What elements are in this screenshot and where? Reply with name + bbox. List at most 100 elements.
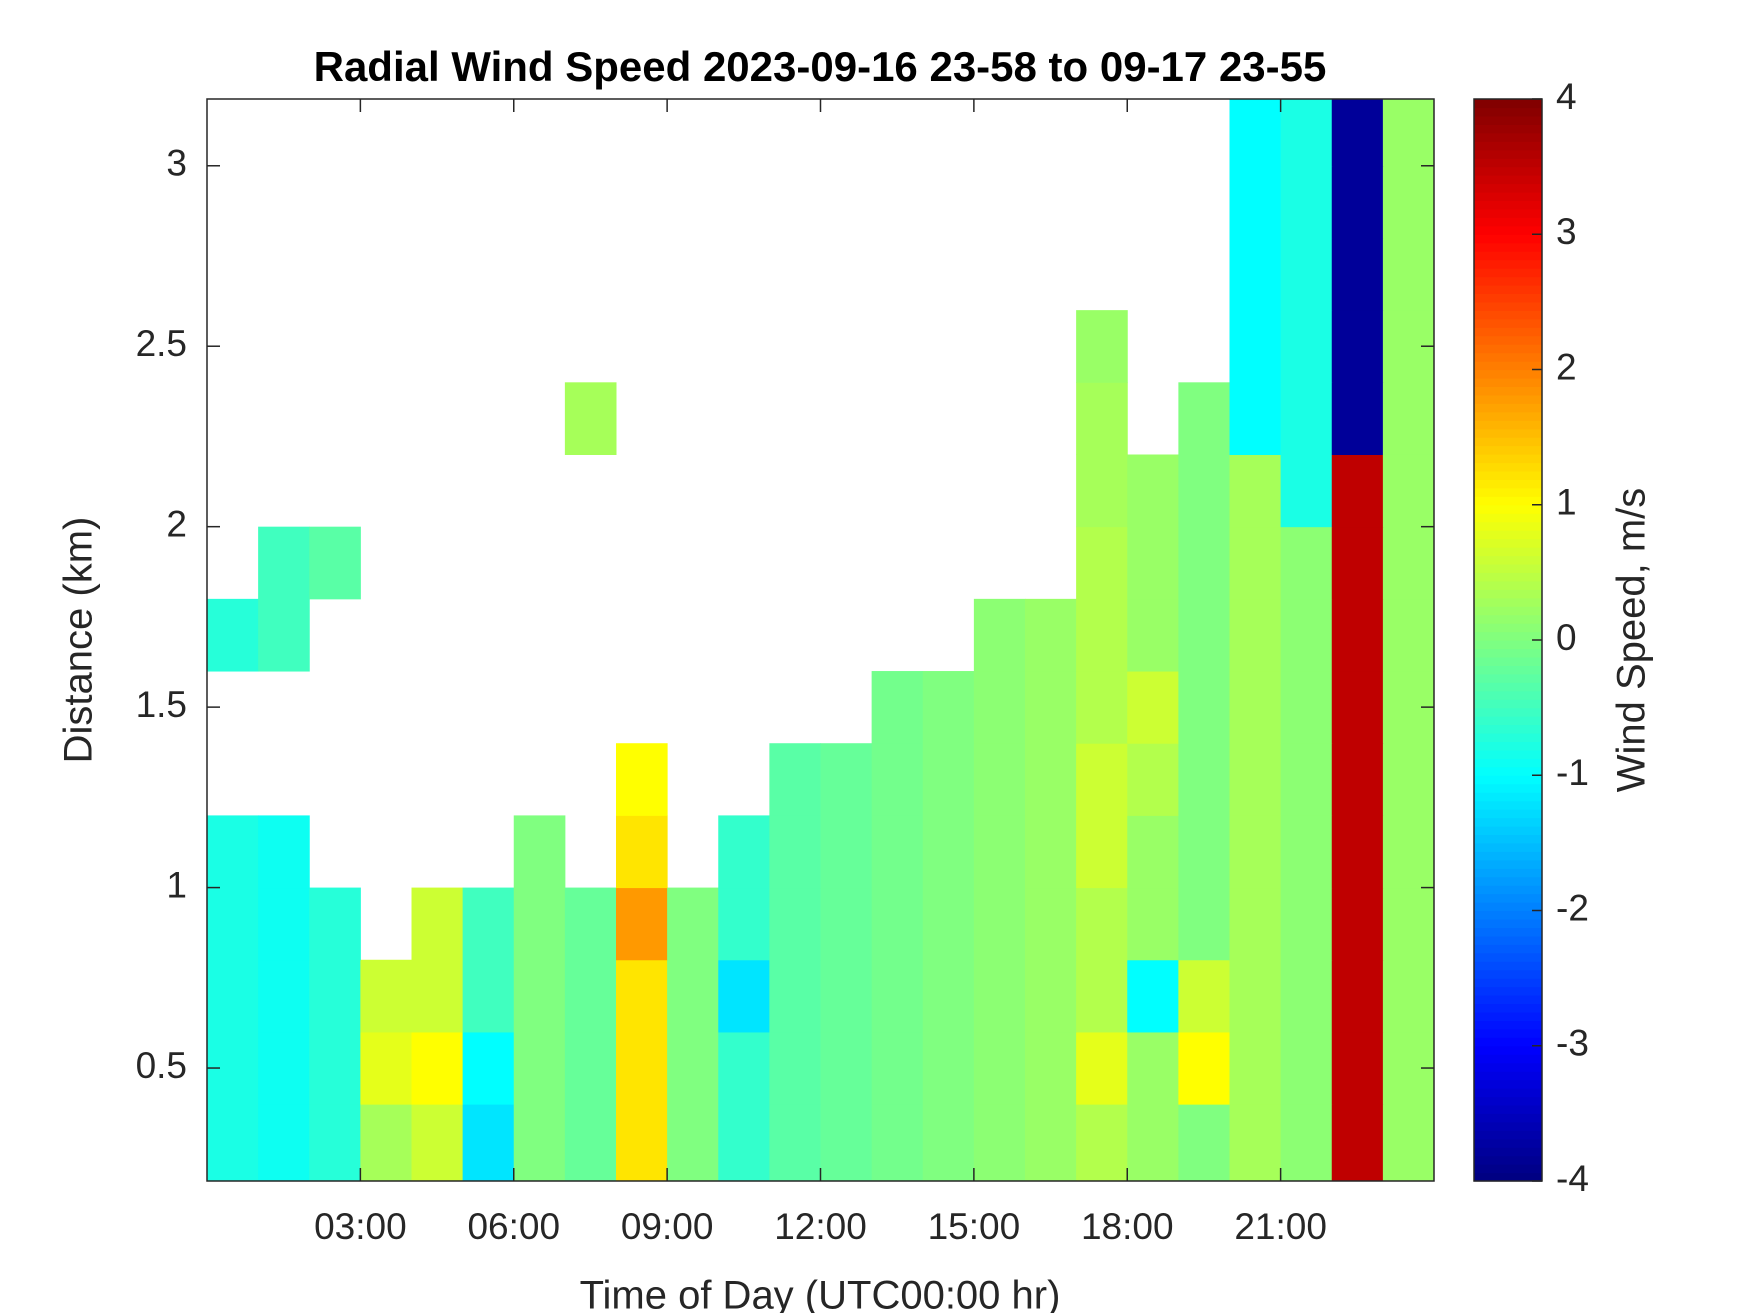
heatmap-cell [1025,959,1077,1033]
colorbar-swatch [1474,234,1542,244]
colorbar-swatch [1474,640,1542,650]
colorbar-swatch [1474,445,1542,455]
heatmap-cell [1382,165,1434,239]
colorbar-swatch [1474,825,1542,836]
heatmap-cell [564,887,617,961]
heatmap-cell [258,1031,310,1105]
heatmap-cell [1280,887,1333,961]
colorbar-swatch [1474,1037,1542,1047]
heatmap-cell [769,887,821,961]
heatmap-cell [1025,743,1077,816]
heatmap-cell [718,887,770,961]
colorbar-swatch [1474,749,1542,759]
heatmap-cell [360,959,412,1033]
colorbar-swatch [1474,115,1542,125]
colorbar-swatch [1474,935,1542,945]
colorbar-swatch [1474,437,1542,447]
heatmap-cell [1127,743,1179,816]
heatmap-cell [1076,671,1128,744]
heatmap-cell [1280,1031,1333,1105]
heatmap-cell [1382,526,1434,600]
colorbar-swatch [1474,885,1542,895]
heatmap-cell [1127,1031,1179,1105]
colorbar-swatch [1474,352,1542,362]
colorbar-swatch [1474,766,1542,776]
colorbar-swatch [1474,572,1542,582]
colorbar-tick-label: -2 [1556,887,1589,928]
heatmap-cell [1229,165,1282,239]
colorbar-swatch [1474,377,1542,388]
heatmap-cell [667,1104,719,1181]
heatmap-cell [871,671,924,744]
heatmap-cell [1331,598,1384,672]
heatmap-cell [922,959,975,1033]
x-tick-label: 03:00 [314,1206,407,1247]
colorbar-swatch [1474,191,1542,202]
heatmap-cell [1280,99,1333,167]
heatmap-cell [922,1031,975,1105]
colorbar-swatch [1474,758,1542,768]
x-tick-label: 06:00 [467,1206,560,1247]
heatmap-cell [973,1104,1026,1181]
heatmap-cell [1025,598,1077,672]
heatmap-cell [1025,671,1077,744]
heatmap-cell [1331,815,1384,889]
heatmap-cell [1331,1031,1384,1105]
heatmap-cell [973,598,1026,672]
colorbar-swatch [1474,952,1542,962]
heatmap-cell [1127,815,1179,889]
colorbar-swatch [1474,555,1542,565]
colorbar-swatch [1474,1104,1542,1114]
colorbar-swatch [1474,589,1542,599]
heatmap-cell [564,1104,617,1181]
heatmap-cell [462,887,515,961]
colorbar-swatch [1474,1147,1542,1157]
colorbar-swatch [1474,859,1542,869]
y-tick-label: 2.5 [136,323,187,364]
heatmap-cell [258,959,310,1033]
colorbar-swatch [1474,394,1542,404]
heatmap-cell [1382,1104,1434,1181]
heatmap-cell [1280,815,1333,889]
colorbar-swatch [1474,369,1542,379]
colorbar-swatch [1474,124,1542,134]
heatmap-cell [1280,743,1333,816]
heatmap-cell [1229,671,1282,744]
heatmap-cell [1229,526,1282,600]
heatmap-cell [769,1031,821,1105]
colorbar-swatch [1474,842,1542,852]
colorbar-swatch [1474,132,1542,142]
colorbar-swatch [1474,918,1542,929]
colorbar-swatch [1474,961,1542,971]
colorbar-swatch [1474,978,1542,988]
heatmap-cell [922,1104,975,1181]
heatmap-cell [1229,887,1282,961]
heatmap-cell [718,959,770,1033]
heatmap-cell [309,887,361,961]
colorbar-swatch [1474,504,1542,514]
heatmap-cell [1331,959,1384,1033]
colorbar-swatch [1474,690,1542,700]
colorbar-swatch [1474,1062,1542,1072]
heatmap-cell [1076,1104,1128,1181]
heatmap-cell [1331,887,1384,961]
heatmap-cell [973,887,1026,961]
heatmap-cell [616,743,668,816]
heatmap-cell [1178,671,1230,744]
colorbar-swatch [1474,470,1542,480]
heatmap-cell [360,1104,412,1181]
colorbar-swatch [1474,259,1542,269]
heatmap [207,99,1434,1181]
colorbar-swatch [1474,1045,1542,1055]
heatmap-cell [1229,454,1282,528]
colorbar-swatch [1474,800,1542,810]
colorbar-swatch [1474,741,1542,751]
heatmap-cell [1280,237,1333,311]
heatmap-cell [973,743,1026,816]
heatmap-cell [258,887,310,961]
colorbar-swatch [1474,462,1542,472]
colorbar-swatch [1474,487,1542,497]
colorbar-swatch [1474,1113,1542,1123]
heatmap-cell [1229,959,1282,1033]
